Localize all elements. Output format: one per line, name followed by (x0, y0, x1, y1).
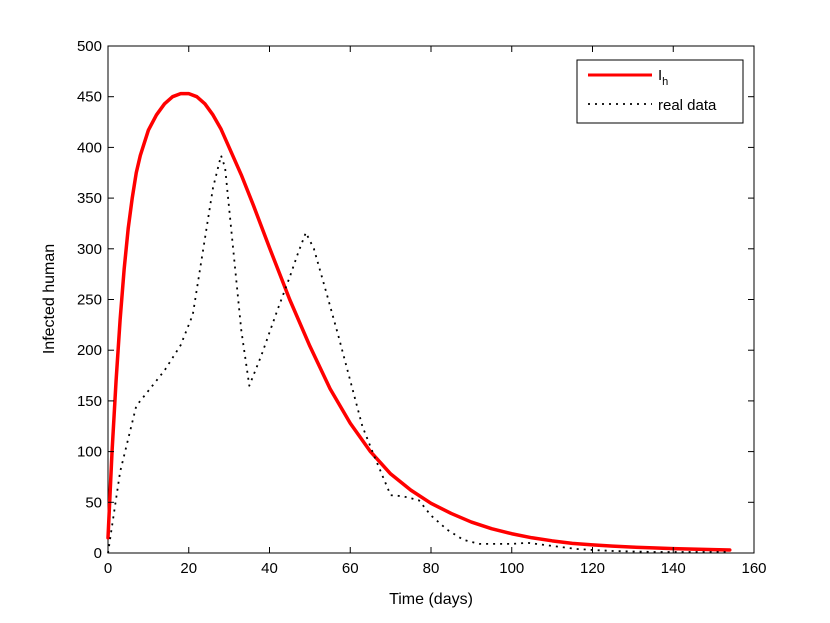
y-tick-label: 250 (77, 292, 102, 309)
y-tick-label: 500 (77, 38, 102, 55)
legend-label-ih: Ih (658, 67, 668, 88)
y-tick-label: 400 (77, 139, 102, 156)
tick-labels-layer: 0 20 40 60 80 100 120 140 160 0 50 100 150 200 250 300 3… (77, 38, 767, 577)
y-tick-label: 450 (77, 89, 102, 106)
x-tick-label: 160 (741, 560, 766, 577)
legend-box (576, 59, 744, 124)
y-axis-label: Infected human (41, 244, 58, 354)
x-tick-label: 20 (180, 560, 197, 577)
x-tick-label: 80 (423, 560, 440, 577)
legend: Ih real data (576, 59, 744, 124)
x-tick-label: 40 (261, 560, 278, 577)
y-tick-label: 350 (77, 190, 102, 207)
ticks-layer (107, 45, 755, 554)
y-tick-label: 50 (85, 494, 102, 511)
x-tick-label: 140 (661, 560, 686, 577)
legend-label-ih-sub: h (662, 76, 668, 88)
x-tick-label: 120 (580, 560, 605, 577)
y-tick-label: 100 (77, 444, 102, 461)
series-line-ih (106, 91, 732, 552)
x-tick-label: 100 (499, 560, 524, 577)
y-tick-label: 150 (77, 393, 102, 410)
plot-area-frame (107, 45, 755, 554)
y-tick-label: 0 (94, 545, 102, 562)
series-layer (106, 91, 732, 554)
legend-label-ih-main: I (658, 67, 662, 84)
y-tick-label: 200 (77, 342, 102, 359)
x-tick-label: 60 (342, 560, 359, 577)
legend-label-real-data: real data (658, 97, 717, 114)
x-tick-label: 0 (104, 560, 112, 577)
x-axis-label: Time (days) (389, 591, 473, 608)
series-line-real-data (107, 154, 730, 554)
y-tick-label: 300 (77, 241, 102, 258)
